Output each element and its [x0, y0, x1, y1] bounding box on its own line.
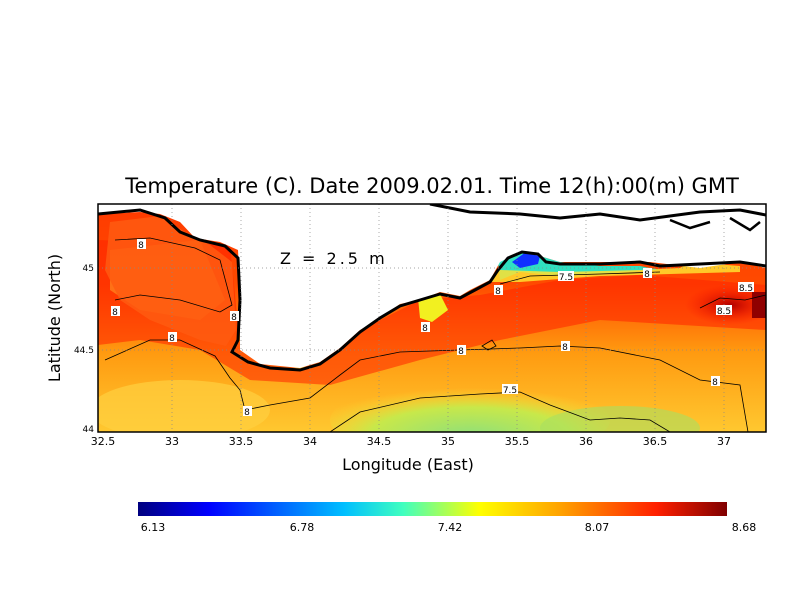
- x-tick-label: 34: [303, 435, 317, 448]
- x-tick-label: 32.5: [91, 435, 116, 448]
- contour-label: 8: [231, 313, 237, 323]
- colorbar: [138, 502, 727, 516]
- colorbar-tick-label: 8.07: [585, 521, 610, 534]
- y-axis-label: Latitude (North): [45, 254, 64, 382]
- cool-southern-patch: [330, 380, 610, 432]
- depth-label: Z = 2.5 m: [280, 249, 388, 268]
- grid-lines: [98, 204, 766, 432]
- colorbar-tick-label: 6.78: [290, 521, 315, 534]
- eastern-hot-edge: [752, 292, 766, 318]
- x-tick-label: 35.5: [505, 435, 530, 448]
- contour-label: 8: [244, 408, 250, 418]
- northern-coastline: [429, 204, 766, 222]
- y-tick-label: 44: [83, 425, 95, 435]
- contour-label: 8.5: [739, 284, 753, 294]
- contour-7.5-south: [329, 391, 671, 432]
- x-tick-label: 36: [579, 435, 593, 448]
- chart-title: Temperature (C). Date 2009.02.01. Time 1…: [124, 174, 739, 198]
- contour-label: 8: [169, 334, 175, 344]
- crimea-land: [98, 204, 766, 368]
- x-tick-label: 33: [165, 435, 179, 448]
- colorbar-tick-label: 7.42: [438, 521, 463, 534]
- x-tick-label: 36.5: [643, 435, 668, 448]
- x-tick-label: 37: [717, 435, 731, 448]
- x-axis: 32.5 33 33.5 34 34.5 35 35.5 36 36.5 37: [91, 435, 731, 448]
- contour-8-west: [114, 237, 233, 313]
- y-axis: 44 44.5 45: [74, 264, 94, 435]
- x-tick-label: 34.5: [367, 435, 392, 448]
- contour-label: 7.5: [559, 273, 573, 283]
- cold-plume-yellow: [490, 262, 740, 282]
- colorbar-tick-label: 8.68: [732, 521, 757, 534]
- southwest-yellow-patch: [98, 380, 270, 432]
- x-tick-label: 33.5: [229, 435, 254, 448]
- cool-southern-patch-2: [540, 406, 700, 432]
- coastline: [98, 208, 766, 372]
- contour-label: 8.5: [717, 307, 731, 317]
- contour-small-eddy: [481, 339, 497, 351]
- contour-8-gulf: [104, 339, 749, 432]
- colorbar-tick-label: 6.13: [141, 521, 166, 534]
- contour-label: 8: [644, 270, 650, 280]
- contour-label: 8: [495, 287, 501, 297]
- contour-8.5-east: [699, 294, 766, 309]
- contour-label: 8: [112, 308, 118, 318]
- coastline-detail: [669, 216, 761, 232]
- contour-label: 7.5: [503, 386, 517, 396]
- contour-label: 8: [712, 378, 718, 388]
- plot-frame: [97, 203, 767, 433]
- x-axis-label: Longitude (East): [342, 455, 474, 474]
- contour-label: 8: [562, 343, 568, 353]
- contour-label: 8: [458, 347, 464, 357]
- colorbar-ticks: 6.13 6.78 7.42 8.07 8.68: [141, 521, 757, 534]
- y-tick-label: 45: [83, 264, 94, 274]
- y-tick-label: 44.5: [74, 346, 94, 356]
- x-tick-label: 35: [441, 435, 455, 448]
- contour-label: 8: [422, 324, 428, 334]
- cold-plume-core: [512, 252, 540, 268]
- contour-label: 8: [138, 241, 144, 251]
- bay-yellow: [418, 294, 448, 322]
